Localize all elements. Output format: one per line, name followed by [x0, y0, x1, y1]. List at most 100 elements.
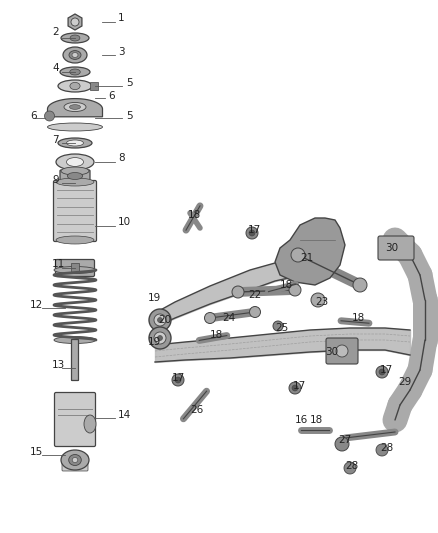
Circle shape	[311, 293, 325, 307]
Circle shape	[175, 377, 181, 383]
Circle shape	[289, 382, 301, 394]
Ellipse shape	[289, 284, 301, 296]
Ellipse shape	[149, 327, 171, 349]
Circle shape	[71, 18, 79, 26]
Ellipse shape	[154, 314, 166, 326]
Ellipse shape	[47, 123, 102, 131]
Text: 5: 5	[126, 78, 133, 88]
Text: 21: 21	[300, 253, 313, 263]
Ellipse shape	[149, 309, 171, 331]
Ellipse shape	[158, 335, 162, 341]
Ellipse shape	[58, 138, 92, 148]
Ellipse shape	[336, 345, 348, 357]
FancyBboxPatch shape	[378, 236, 414, 260]
Text: 23: 23	[315, 297, 328, 307]
Text: 20: 20	[158, 315, 171, 325]
Polygon shape	[275, 218, 345, 285]
Text: 1: 1	[118, 13, 125, 23]
FancyBboxPatch shape	[60, 170, 90, 196]
Ellipse shape	[205, 312, 215, 324]
Text: 17: 17	[380, 365, 393, 375]
Ellipse shape	[154, 332, 166, 344]
FancyBboxPatch shape	[71, 340, 78, 381]
Text: 2: 2	[52, 27, 59, 37]
Ellipse shape	[63, 47, 87, 63]
Text: 19: 19	[148, 337, 161, 347]
FancyBboxPatch shape	[56, 260, 95, 277]
Ellipse shape	[70, 35, 80, 41]
Circle shape	[249, 230, 255, 236]
Ellipse shape	[232, 286, 244, 298]
Text: 22: 22	[248, 290, 261, 300]
Text: 28: 28	[345, 461, 358, 471]
Ellipse shape	[70, 69, 80, 75]
Circle shape	[376, 444, 388, 456]
Text: 29: 29	[398, 377, 411, 387]
Ellipse shape	[353, 278, 367, 292]
Text: 12: 12	[30, 300, 43, 310]
Ellipse shape	[70, 104, 81, 109]
Ellipse shape	[56, 236, 94, 244]
Ellipse shape	[158, 318, 162, 322]
Text: 24: 24	[222, 313, 235, 323]
Text: 17: 17	[172, 373, 185, 383]
Ellipse shape	[60, 67, 90, 77]
Ellipse shape	[273, 321, 283, 331]
Text: 27: 27	[338, 435, 351, 445]
Text: 6: 6	[30, 111, 37, 121]
Text: 11: 11	[52, 259, 65, 269]
FancyBboxPatch shape	[326, 338, 358, 364]
Text: 3: 3	[118, 47, 125, 57]
Text: 28: 28	[380, 443, 393, 453]
Text: 19: 19	[148, 293, 161, 303]
Text: 18: 18	[210, 330, 223, 340]
Ellipse shape	[61, 450, 89, 470]
Bar	[90, 82, 98, 90]
FancyBboxPatch shape	[53, 181, 96, 241]
Text: 5: 5	[126, 111, 133, 121]
Text: 16: 16	[295, 415, 308, 425]
Text: 18: 18	[280, 280, 293, 290]
Text: 30: 30	[325, 347, 338, 357]
Text: 17: 17	[248, 225, 261, 235]
Ellipse shape	[291, 248, 305, 262]
Text: 18: 18	[188, 210, 201, 220]
Ellipse shape	[70, 83, 80, 90]
Ellipse shape	[54, 336, 96, 343]
Text: 4: 4	[52, 63, 59, 73]
Text: 25: 25	[275, 323, 288, 333]
Circle shape	[335, 437, 349, 451]
Text: 13: 13	[52, 360, 65, 370]
Text: 30: 30	[385, 243, 398, 253]
Text: 6: 6	[108, 91, 115, 101]
Text: 9: 9	[52, 175, 59, 185]
Ellipse shape	[69, 455, 81, 465]
Text: 18: 18	[310, 415, 323, 425]
Ellipse shape	[54, 266, 96, 273]
Ellipse shape	[72, 457, 78, 463]
Ellipse shape	[67, 140, 84, 146]
Text: 10: 10	[118, 217, 131, 227]
Text: 14: 14	[118, 410, 131, 420]
Text: 18: 18	[352, 313, 365, 323]
Text: 26: 26	[190, 405, 203, 415]
Circle shape	[379, 369, 385, 375]
Circle shape	[376, 366, 388, 378]
Ellipse shape	[67, 173, 83, 180]
FancyBboxPatch shape	[54, 392, 95, 447]
Text: 15: 15	[30, 447, 43, 457]
Circle shape	[246, 227, 258, 239]
Ellipse shape	[56, 154, 94, 170]
Ellipse shape	[69, 51, 81, 59]
Circle shape	[172, 374, 184, 386]
Polygon shape	[47, 99, 102, 117]
FancyBboxPatch shape	[62, 455, 88, 471]
Ellipse shape	[58, 80, 92, 92]
Ellipse shape	[72, 53, 78, 58]
Ellipse shape	[61, 167, 89, 175]
Ellipse shape	[61, 33, 89, 43]
Text: 17: 17	[293, 381, 306, 391]
Circle shape	[292, 385, 298, 391]
Circle shape	[45, 111, 54, 121]
Text: 8: 8	[118, 153, 125, 163]
